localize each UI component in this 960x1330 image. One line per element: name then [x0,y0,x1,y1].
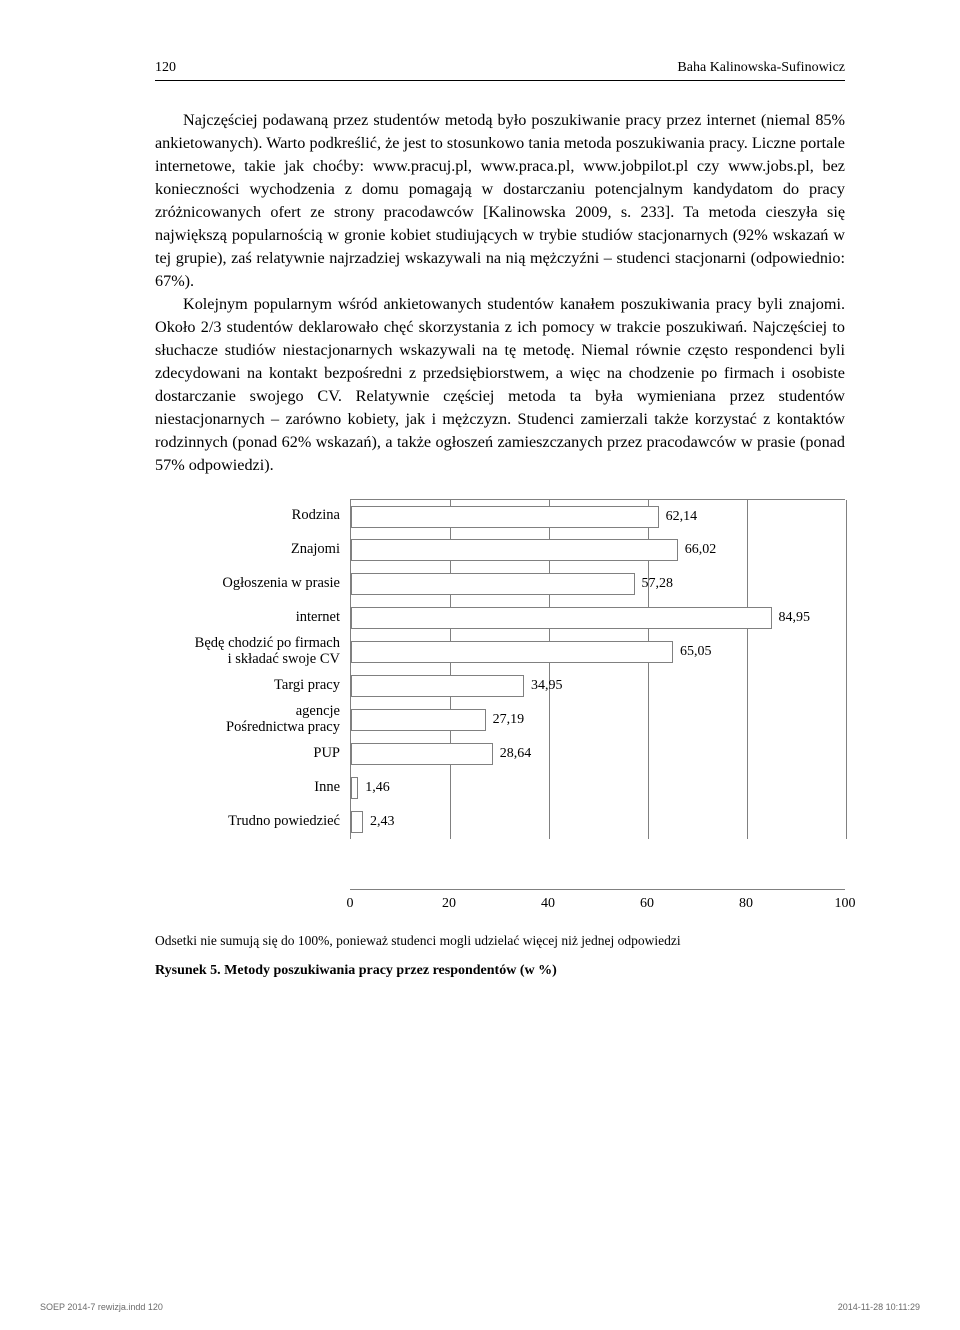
x-tick: 80 [739,896,753,912]
x-tick: 40 [541,896,555,912]
x-tick: 60 [640,896,654,912]
chart-row-label: Znajomi [155,542,350,558]
chart-bar-value: 1,46 [357,780,390,796]
chart-bar-value: 62,14 [658,509,698,525]
print-footer: SOEP 2014-7 rewizja.indd 120 2014-11-28 … [0,1302,960,1312]
chart-plot-cell: 66,02 [350,533,845,567]
chart-row-label: Będę chodzić po firmachi składać swoje C… [155,636,350,668]
chart-bar: 57,28 [351,573,635,595]
paragraph-2: Kolejnym popularnym wśród ankietowanych … [155,293,845,477]
header-author: Baha Kalinowska-Sufinowicz [677,60,845,76]
chart-bar: 66,02 [351,539,678,561]
chart-row: Inne1,46 [155,771,845,805]
chart-row-label: Ogłoszenia w prasie [155,576,350,592]
chart-row: Trudno powiedzieć2,43 [155,805,845,839]
page-number: 120 [155,60,176,76]
body-text: Najczęściej podawaną przez studentów met… [155,109,845,477]
chart-bar-value: 2,43 [362,814,395,830]
chart-plot-cell: 1,46 [350,771,845,805]
running-header: 120 Baha Kalinowska-Sufinowicz [155,60,845,81]
x-tick: 20 [442,896,456,912]
chart-row-label: Inne [155,780,350,796]
chart-caption: Rysunek 5. Metody poszukiwania pracy prz… [155,963,845,979]
chart-plot-cell: 34,95 [350,669,845,703]
chart-bar: 62,14 [351,506,659,528]
chart-row: Będę chodzić po firmachi składać swoje C… [155,635,845,669]
chart-row: Ogłoszenia w prasie57,28 [155,567,845,601]
chart-bar-value: 57,28 [634,576,674,592]
chart-row-label: Rodzina [155,508,350,524]
chart-bar: 27,19 [351,709,486,731]
chart-row-label: Trudno powiedzieć [155,814,350,830]
chart-row-label: agencjePośrednictwa pracy [155,704,350,736]
chart-row: Rodzina62,14 [155,499,845,533]
chart-row: Targi pracy34,95 [155,669,845,703]
chart-bar: 65,05 [351,641,673,663]
chart-row: PUP28,64 [155,737,845,771]
chart-plot-cell: 27,19 [350,703,845,737]
paragraph-1: Najczęściej podawaną przez studentów met… [155,109,845,293]
chart-note: Odsetki nie sumują się do 100%, ponieważ… [155,933,845,949]
chart-plot-cell: 28,64 [350,737,845,771]
footer-right: 2014-11-28 10:11:29 [838,1302,920,1312]
bar-chart: Rodzina62,14Znajomi66,02Ogłoszenia w pra… [155,499,845,889]
chart-bar: 34,95 [351,675,524,697]
chart-plot-cell: 65,05 [350,635,845,669]
x-axis: 020406080100 [350,889,845,919]
chart-bar-value: 65,05 [672,644,712,660]
chart-bar-value: 84,95 [771,610,811,626]
chart-bar-value: 27,19 [485,712,525,728]
chart-plot-cell: 84,95 [350,601,845,635]
chart-row-label: Targi pracy [155,678,350,694]
chart-row: Znajomi66,02 [155,533,845,567]
chart-row: agencjePośrednictwa pracy27,19 [155,703,845,737]
x-tick: 0 [347,896,354,912]
chart-row: internet84,95 [155,601,845,635]
chart-bar: 28,64 [351,743,493,765]
x-tick: 100 [835,896,856,912]
chart-bar: 1,46 [351,777,358,799]
chart-bar: 84,95 [351,607,772,629]
chart-bar: 2,43 [351,811,363,833]
chart-plot-cell: 2,43 [350,805,845,839]
chart-bar-value: 28,64 [492,746,532,762]
chart-bar-value: 66,02 [677,542,717,558]
chart-row-label: internet [155,610,350,626]
chart-plot-cell: 57,28 [350,567,845,601]
figure-5: Rodzina62,14Znajomi66,02Ogłoszenia w pra… [155,499,845,979]
chart-row-label: PUP [155,746,350,762]
chart-bar-value: 34,95 [523,678,563,694]
footer-left: SOEP 2014-7 rewizja.indd 120 [40,1302,163,1312]
chart-plot-cell: 62,14 [350,499,845,533]
